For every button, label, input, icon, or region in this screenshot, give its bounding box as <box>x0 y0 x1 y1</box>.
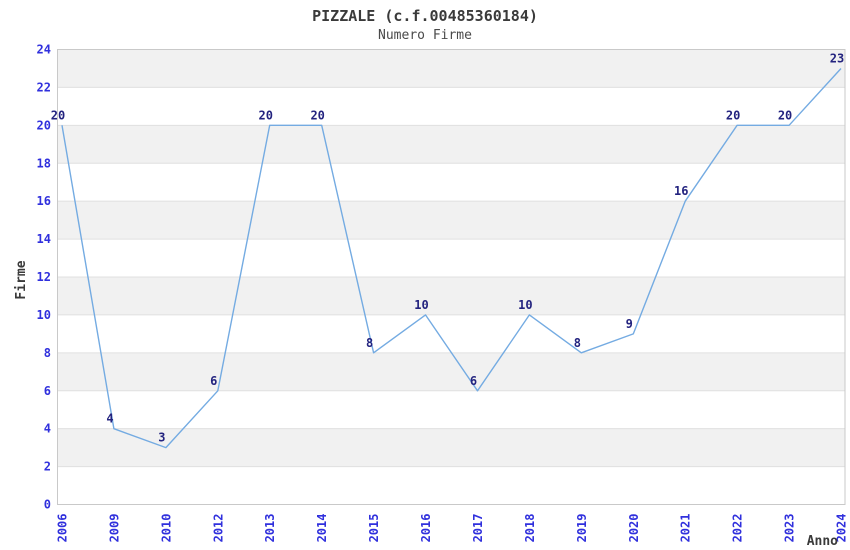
x-tick-label: 2017 <box>471 514 485 543</box>
x-tick-label: 2023 <box>783 514 797 543</box>
point-value-labels: 20 4 3 6 20 20 8 10 6 10 8 9 16 20 20 23 <box>51 51 844 444</box>
shaded-band <box>57 277 845 315</box>
point-value-label: 6 <box>470 374 477 388</box>
y-tick-label: 4 <box>44 422 51 436</box>
y-tick-label: 8 <box>44 346 51 360</box>
shaded-band <box>57 201 845 240</box>
y-tick-label: 20 <box>37 118 51 132</box>
shaded-band <box>57 352 845 391</box>
point-value-label: 8 <box>366 336 373 350</box>
plot-frame <box>57 49 846 505</box>
x-tick-label: 2014 <box>315 514 329 543</box>
y-tick-label: 14 <box>37 232 51 246</box>
shaded-band <box>57 49 845 88</box>
point-value-label: 20 <box>726 108 740 122</box>
point-value-label: 16 <box>674 184 688 198</box>
background-bands <box>57 49 845 467</box>
point-value-label: 10 <box>414 298 428 312</box>
point-value-label: 23 <box>830 51 844 65</box>
x-tick-label: 2015 <box>367 514 381 543</box>
chart-subtitle: Numero Firme <box>378 28 472 43</box>
point-value-label: 3 <box>158 431 165 445</box>
y-tick-label: 10 <box>37 308 51 322</box>
point-value-label: 6 <box>210 374 217 388</box>
point-value-label: 20 <box>51 108 65 122</box>
x-tick-label: 2009 <box>107 514 121 543</box>
y-tick-label: 18 <box>37 156 51 170</box>
chart-title: PIZZALE (c.f.00485360184) <box>312 7 538 25</box>
x-tick-label: 2016 <box>419 514 433 543</box>
plot-border <box>57 49 846 505</box>
x-tick-label: 2018 <box>523 514 537 543</box>
y-tick-label: 16 <box>37 194 51 208</box>
x-tick-label: 2020 <box>627 514 641 543</box>
x-tick-label: 2021 <box>679 514 693 543</box>
x-tick-label: 2019 <box>575 514 589 543</box>
y-tick-label: 2 <box>44 460 51 474</box>
x-tick-label: 2024 <box>835 514 849 543</box>
data-line <box>61 68 842 449</box>
y-tick-label: 24 <box>37 43 51 57</box>
x-tick-label: 2012 <box>211 514 225 543</box>
point-value-label: 20 <box>259 108 273 122</box>
x-tick-label: 2006 <box>56 514 70 543</box>
point-value-label: 4 <box>106 412 113 426</box>
gridlines <box>57 86 845 468</box>
y-tick-label: 22 <box>37 80 51 94</box>
x-axis-label: Anno <box>807 534 838 549</box>
shaded-band <box>57 125 845 164</box>
data-series <box>61 68 842 449</box>
point-value-label: 10 <box>518 298 532 312</box>
shaded-band <box>57 428 845 467</box>
point-value-label: 9 <box>626 317 633 331</box>
y-axis-label: Firme <box>14 260 29 299</box>
point-value-label: 20 <box>310 108 324 122</box>
x-tick-label: 2022 <box>731 514 745 543</box>
point-value-label: 8 <box>574 336 581 350</box>
x-tick-label: 2010 <box>159 514 173 543</box>
y-tick-label: 12 <box>37 270 51 284</box>
y-tick-label: 0 <box>44 498 51 512</box>
x-tick-label: 2013 <box>263 514 277 543</box>
y-tick-label: 6 <box>44 384 51 398</box>
point-value-label: 20 <box>778 108 792 122</box>
